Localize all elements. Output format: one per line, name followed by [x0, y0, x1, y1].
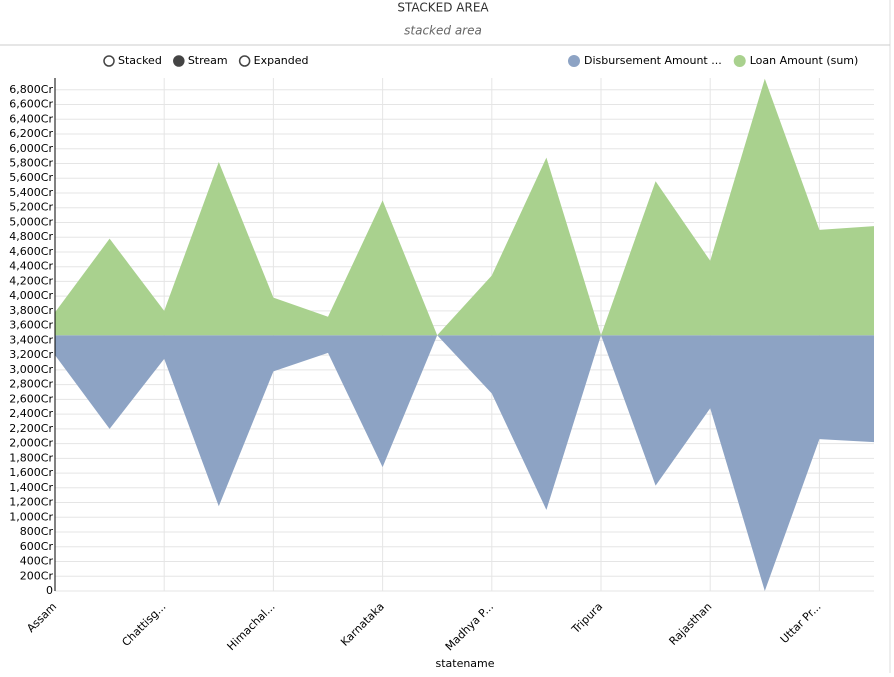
y-tick-label: 6,200Cr	[9, 127, 53, 140]
y-tick-label: 6,400Cr	[9, 112, 53, 125]
y-tick-label: 5,800Cr	[9, 157, 53, 170]
y-tick-label: 1,600Cr	[9, 466, 53, 479]
chart-subtitle: stacked area	[404, 24, 482, 38]
y-tick-label: 6,600Cr	[9, 98, 53, 111]
y-tick-label: 2,800Cr	[9, 378, 53, 391]
x-axis-label: statename	[435, 657, 494, 670]
y-tick-label: 4,800Cr	[9, 230, 53, 243]
y-tick-label: 1,200Cr	[9, 496, 53, 509]
y-tick-label: 400Cr	[20, 555, 54, 568]
y-tick-label: 3,600Cr	[9, 319, 53, 332]
y-tick-label: 4,600Cr	[9, 245, 53, 258]
x-tick-label: Tripura	[569, 600, 606, 637]
y-tick-label: 2,000Cr	[9, 437, 53, 450]
control-radio[interactable]	[173, 55, 185, 67]
legend-marker[interactable]	[733, 55, 746, 67]
x-tick-label: Assam	[24, 600, 59, 635]
y-tick-label: 200Cr	[20, 569, 54, 582]
y-tick-label: 5,000Cr	[9, 215, 53, 228]
x-tick-label: Rajasthan	[667, 600, 715, 648]
x-tick-label: Chattisg...	[119, 600, 168, 649]
y-tick-label: 3,400Cr	[9, 333, 53, 346]
y-tick-label: 2,200Cr	[9, 422, 53, 435]
control-label[interactable]: Expanded	[254, 54, 309, 67]
x-tick-label: Himachal...	[225, 600, 278, 653]
stream-area	[55, 78, 874, 336]
y-tick-label: 1,000Cr	[9, 510, 53, 523]
control-radio[interactable]	[238, 55, 251, 67]
stream-area	[55, 335, 874, 591]
legend-label[interactable]: Loan Amount (sum)	[750, 54, 859, 67]
y-tick-label: 4,400Cr	[9, 260, 53, 273]
y-tick-label: 2,400Cr	[9, 407, 53, 420]
y-tick-label: 4,000Cr	[9, 289, 53, 302]
control-label[interactable]: Stream	[188, 54, 228, 67]
y-tick-label: 3,200Cr	[9, 348, 53, 361]
y-tick-label: 6,800Cr	[9, 83, 53, 96]
y-tick-label: 2,600Cr	[9, 392, 53, 405]
y-tick-label: 600Cr	[20, 540, 54, 553]
y-tick-label: 1,800Cr	[9, 451, 53, 464]
control-label[interactable]: Stacked	[118, 54, 162, 67]
y-tick-label: 5,200Cr	[9, 201, 53, 214]
y-tick-label: 0	[46, 584, 53, 597]
y-tick-label: 3,000Cr	[9, 363, 53, 376]
y-tick-label: 3,800Cr	[9, 304, 53, 317]
y-tick-label: 5,600Cr	[9, 171, 53, 184]
y-tick-label: 5,400Cr	[9, 186, 53, 199]
x-tick-label: Uttar Pr...	[778, 600, 824, 646]
y-tick-label: 1,400Cr	[9, 481, 53, 494]
x-tick-label: Madhya P...	[443, 600, 496, 653]
y-tick-label: 6,000Cr	[9, 142, 53, 155]
chart-title: STACKED AREA	[397, 1, 489, 15]
x-tick-label: Karnataka	[338, 600, 387, 649]
y-tick-label: 4,200Cr	[9, 274, 53, 287]
control-radio[interactable]	[103, 55, 115, 67]
legend-marker[interactable]	[568, 55, 580, 67]
y-tick-label: 800Cr	[20, 525, 54, 538]
legend-label[interactable]: Disbursement Amount ...	[584, 54, 722, 67]
